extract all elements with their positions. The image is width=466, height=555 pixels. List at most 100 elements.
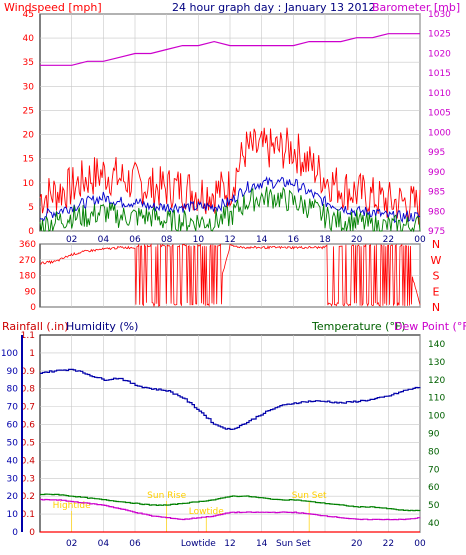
humidity-tick-label: 10	[7, 510, 19, 520]
barometer-tick-label: 1010	[428, 89, 451, 99]
rainfall-tick-label: 1	[29, 349, 35, 359]
windspeed-axis-label: Windspeed [mph]	[4, 1, 102, 14]
rainfall-tick-label: 0.6	[21, 421, 36, 431]
direction-tick-label: 180	[19, 272, 36, 282]
barometer-tick-label: 985	[428, 188, 445, 198]
x-tick-label: 00	[414, 539, 426, 549]
windspeed-tick-label: 35	[23, 58, 34, 68]
direction-tick-label: 360	[19, 240, 36, 250]
barometer-tick-label: 1000	[428, 128, 451, 138]
rainfall-tick-label: 0.2	[21, 492, 35, 502]
chart-title: 24 hour graph day : January 13 2012	[172, 1, 376, 14]
compass-label: N	[432, 301, 440, 314]
rainfall-tick-label: 0.5	[21, 438, 35, 448]
rainfall-tick-label: 1.1	[21, 331, 35, 341]
barometer-tick-label: 1005	[428, 109, 451, 119]
barometer-tick-label: 995	[428, 148, 445, 158]
direction-tick-label: 0	[30, 303, 36, 313]
rainfall-tick-label: 0.7	[21, 403, 35, 413]
windspeed-tick-label: 20	[23, 131, 35, 141]
temperature-tick-label: 80	[428, 447, 440, 457]
windspeed-tick-label: 40	[23, 34, 35, 44]
series-line-wind	[39, 127, 421, 225]
humidity-tick-label: 100	[1, 349, 18, 359]
windspeed-tick-label: 5	[28, 203, 34, 213]
event-annotation: Lowtide	[189, 507, 224, 517]
direction-trace	[40, 243, 421, 308]
humidity-axis-label: Humidity (%)	[66, 320, 138, 333]
x-tick-label: 04	[98, 539, 110, 549]
humidity-temperature-panel: 010203040506070809010000.10.20.30.40.50.…	[1, 331, 446, 549]
x-tick-label: 12	[224, 539, 235, 549]
series-line-temperature	[40, 493, 421, 512]
x-tick-label: 14	[256, 235, 268, 245]
humidity-tick-label: 70	[7, 403, 19, 413]
barometer-tick-label: 1030	[428, 10, 451, 20]
x-tick-label: 22	[383, 539, 394, 549]
barometer-tick-label: 1015	[428, 69, 451, 79]
rainfall-tick-label: 0	[29, 528, 35, 538]
wind-barometer-panel: 0510152025303540459759809859909951000100…	[23, 10, 452, 245]
temperature-tick-label: 70	[428, 465, 440, 475]
humidity-tick-label: 20	[7, 492, 19, 502]
x-tick-label: 00	[414, 235, 426, 245]
barometer-tick-label: 1020	[428, 49, 451, 59]
humidity-tick-label: 40	[7, 456, 19, 466]
temperature-tick-label: 110	[428, 394, 445, 404]
rainfall-tick-label: 0.8	[21, 385, 36, 395]
barometer-tick-label: 1025	[428, 30, 451, 40]
x-tick-label: 08	[161, 235, 173, 245]
rainfall-tick-label: 0.9	[21, 367, 36, 377]
barometer-tick-label: 980	[428, 207, 445, 217]
barometer-tick-label: 990	[428, 168, 445, 178]
windspeed-tick-label: 10	[23, 179, 35, 189]
rainfall-axis-label: Rainfall (.in)	[2, 320, 69, 333]
direction-tick-label: 90	[25, 287, 37, 297]
temperature-tick-label: 130	[428, 358, 445, 368]
direction-tick-label: 270	[19, 256, 36, 266]
x-tick-label: 20	[351, 235, 363, 245]
x-tick-label: 18	[319, 235, 331, 245]
x-tick-label: 14	[256, 539, 268, 549]
event-annotation: Sun Set	[292, 491, 327, 501]
x-tick-label: 02	[66, 539, 77, 549]
series-line-dewpoint	[40, 498, 421, 521]
temperature-tick-label: 50	[428, 501, 440, 511]
humidity-tick-label: 50	[7, 438, 19, 448]
humidity-tick-label: 30	[7, 474, 19, 484]
event-annotation: Hightide	[53, 501, 91, 511]
humidity-tick-label: 90	[7, 367, 19, 377]
x-tick-label: 06	[129, 539, 141, 549]
x-tick-label: 06	[129, 235, 141, 245]
compass-label: E	[433, 285, 440, 298]
x-tick-label: 16	[288, 235, 300, 245]
dewpoint-axis-label: Dew Point (°F)	[394, 320, 466, 333]
humidity-tick-label: 60	[7, 421, 19, 431]
windspeed-tick-label: 45	[23, 10, 34, 20]
series-line-barometer	[40, 33, 420, 66]
x-tick-label: 10	[193, 235, 205, 245]
temperature-axis-label: Temperature (°F)	[311, 320, 406, 333]
windspeed-tick-label: 30	[23, 82, 35, 92]
rainfall-tick-label: 0.1	[21, 510, 35, 520]
x-tick-label: Sun Set	[276, 539, 311, 549]
humidity-tick-label: 80	[7, 385, 19, 395]
barometer-tick-label: 975	[428, 227, 445, 237]
series-line-humidity	[40, 368, 421, 430]
compass-label: N	[432, 238, 440, 251]
barometer-axis-label: Barometer [mb]	[372, 1, 460, 14]
temperature-tick-label: 90	[428, 430, 440, 440]
x-tick-label: 02	[66, 235, 77, 245]
windspeed-tick-label: 15	[23, 155, 34, 165]
x-tick-label: 22	[383, 235, 394, 245]
temperature-tick-label: 140	[428, 340, 445, 350]
temperature-tick-label: 40	[428, 519, 440, 529]
event-annotation: Sun Rise	[147, 491, 186, 501]
compass-label: W	[431, 254, 442, 267]
x-tick-label: 20	[351, 539, 363, 549]
x-tick-label: 04	[98, 235, 110, 245]
windspeed-tick-label: 25	[23, 106, 34, 116]
